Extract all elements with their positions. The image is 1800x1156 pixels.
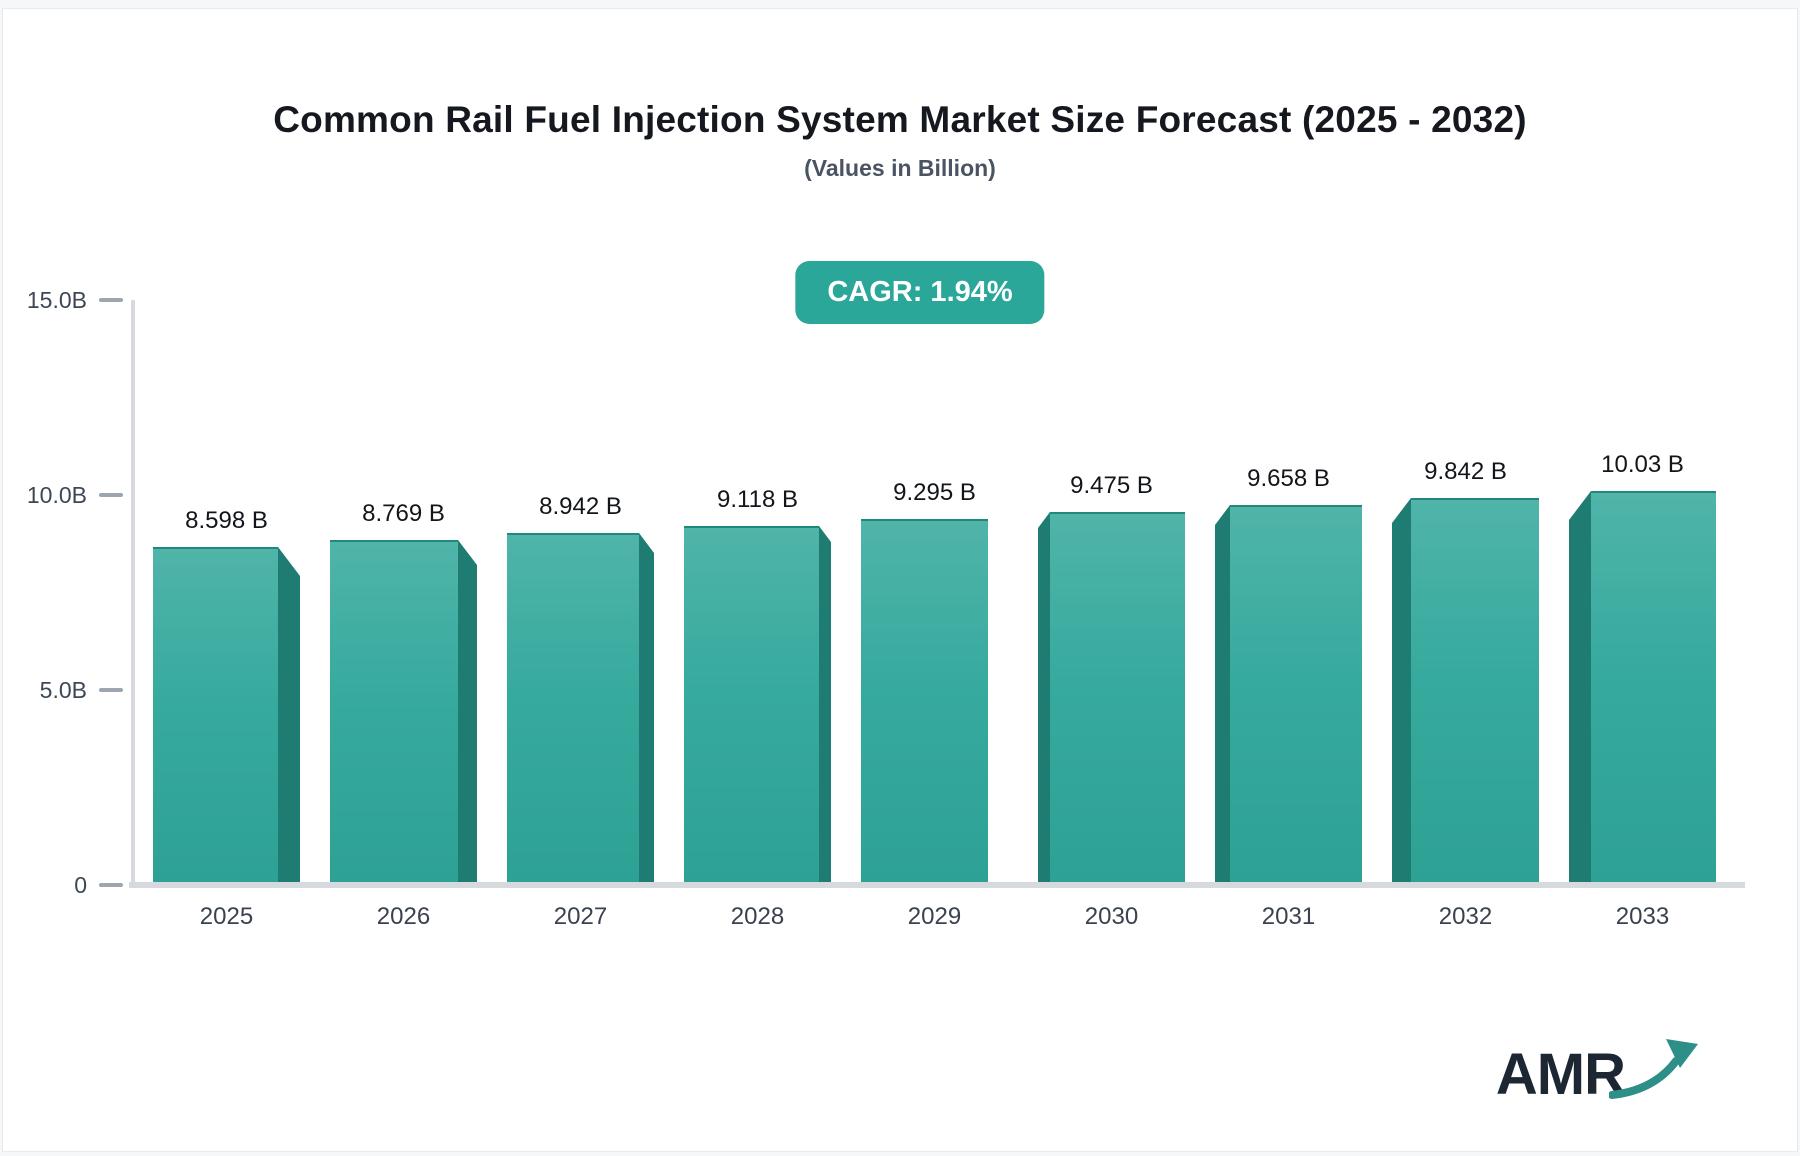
bar-side-face — [1215, 505, 1230, 882]
x-axis-label-2033: 2033 — [1615, 903, 1670, 930]
bar-2029: 9.295 B — [861, 479, 1008, 882]
bar-side-face — [819, 526, 831, 882]
x-axis-label-2026: 2026 — [376, 903, 431, 930]
y-tick-dash-10.0B — [99, 493, 123, 497]
chart-subtitle: (Values in Billion) — [804, 155, 996, 181]
x-axis-label-2032: 2032 — [1438, 903, 1493, 930]
y-tick-dash-15.0B — [99, 298, 123, 302]
y-tick-label: 0 — [74, 872, 87, 898]
bar-face — [153, 547, 278, 882]
bar-2031: 9.658 B — [1215, 465, 1362, 882]
bar-value-label: 9.118 B — [717, 486, 798, 513]
bar-side-face — [1392, 498, 1411, 882]
bar-2032: 9.842 B — [1392, 458, 1539, 882]
bar-face — [861, 519, 988, 882]
bar-side-face — [639, 533, 654, 882]
bar-side-face — [278, 547, 300, 882]
bar-face — [1050, 512, 1185, 882]
bar-value-label: 9.295 B — [893, 479, 976, 506]
bar-value-label: 9.658 B — [1247, 465, 1330, 492]
y-tick-dash-5.0B — [99, 688, 123, 692]
bar-2028: 9.118 B — [684, 486, 831, 882]
x-axis-label-2029: 2029 — [907, 903, 962, 930]
x-axis-labels: 2025 2026 2027 2028 2029 2030 2031 2032 2033 — [153, 903, 1716, 931]
bar-face — [1411, 498, 1539, 882]
bar-value-label: 10.03 B — [1601, 451, 1684, 478]
bar-face — [330, 540, 458, 882]
bar-2027: 8.942 B — [507, 493, 654, 882]
bar-face — [684, 526, 819, 882]
x-axis-baseline — [129, 882, 1745, 888]
growth-arrow-icon — [1609, 1039, 1698, 1099]
bar-2030: 9.475 B — [1038, 472, 1185, 882]
bar-face — [1230, 505, 1362, 882]
x-axis-label-2027: 2027 — [553, 903, 608, 930]
brand-logo: AMR — [1495, 1037, 1701, 1107]
y-tick-label: 10.0B — [26, 482, 87, 508]
chart-card: Common Rail Fuel Injection System Market… — [2, 8, 1798, 1152]
bar-value-label: 9.842 B — [1424, 458, 1507, 485]
bar-2025: 8.598 B — [153, 507, 300, 882]
bar-side-face — [1038, 512, 1050, 882]
plot-columns: 8.598 B 8.769 B 8.942 B 9.118 B 9.295 B 9.475… — [153, 300, 1716, 882]
y-tick-dash-0 — [99, 883, 123, 887]
bar-side-face — [1569, 491, 1591, 882]
y-tick-label: 15.0B — [26, 287, 87, 313]
y-tick-label: 5.0B — [39, 677, 87, 703]
bar-value-label: 8.769 B — [362, 500, 445, 527]
bar-side-face — [458, 540, 477, 882]
chart-title: Common Rail Fuel Injection System Market… — [273, 99, 1527, 140]
bar-value-label: 9.475 B — [1070, 472, 1153, 499]
x-axis-label-2028: 2028 — [730, 903, 785, 930]
x-axis-label-2030: 2030 — [1084, 903, 1139, 930]
brand-logo-text: AMR — [1495, 1041, 1626, 1107]
bar-2033: 10.03 B — [1569, 451, 1716, 882]
bar-face — [1591, 491, 1716, 882]
y-axis-line — [131, 300, 135, 888]
x-axis-label-2025: 2025 — [199, 903, 254, 930]
x-axis-label-2031: 2031 — [1261, 903, 1316, 930]
bar-face — [507, 533, 639, 882]
bar-2026: 8.769 B — [330, 500, 477, 882]
bar-value-label: 8.598 B — [185, 507, 268, 534]
bar-value-label: 8.942 B — [539, 493, 622, 520]
cagr-badge: CAGR: 1.94% — [795, 261, 1045, 324]
